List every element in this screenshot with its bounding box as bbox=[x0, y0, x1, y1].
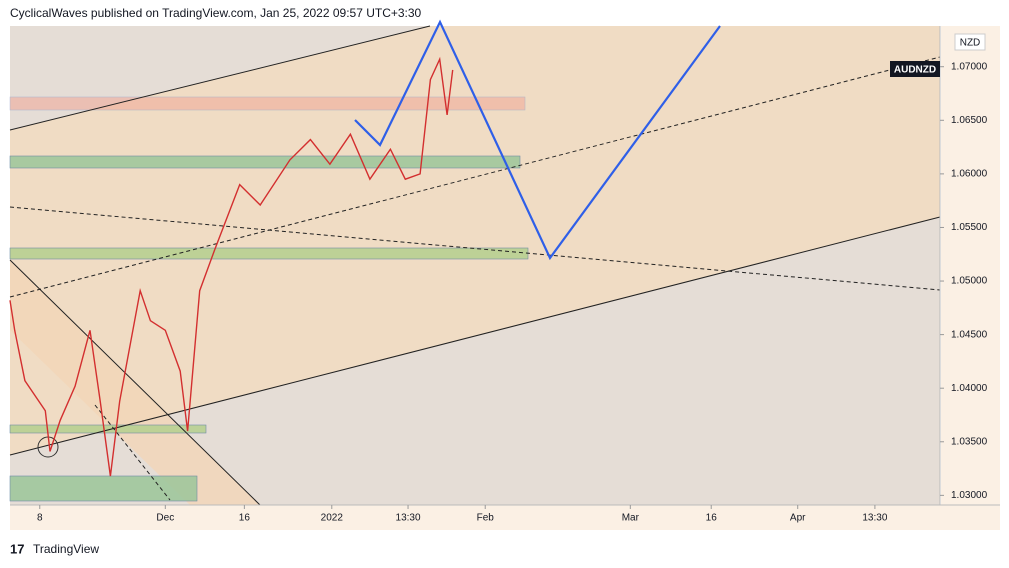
currency-box bbox=[954, 33, 986, 51]
x-tick-label: Dec bbox=[156, 513, 174, 524]
x-tick-label: 13:30 bbox=[862, 513, 887, 524]
dashed-line bbox=[9, 56, 941, 298]
y-tick-label: 1.05500 bbox=[951, 222, 988, 233]
y-tick-label: 1.06500 bbox=[951, 115, 988, 126]
price-axis bbox=[941, 26, 1000, 505]
resistance-zone bbox=[9, 96, 526, 111]
y-tick-label: 1.04500 bbox=[951, 329, 988, 340]
channel-zone bbox=[10, 26, 940, 455]
trend-line bbox=[9, 216, 941, 456]
logo-mark: 17 bbox=[10, 541, 24, 556]
x-tick-label: Mar bbox=[622, 513, 640, 524]
x-tick-label: Apr bbox=[790, 513, 806, 524]
footer: TradingView bbox=[33, 542, 99, 556]
y-tick-label: 1.06000 bbox=[951, 169, 988, 180]
x-tick-label: Feb bbox=[477, 513, 495, 524]
support-zone bbox=[9, 155, 521, 169]
symbol-label: AUDNZD bbox=[894, 65, 936, 76]
support-zone bbox=[9, 475, 198, 502]
support-zone bbox=[9, 247, 529, 260]
time-axis bbox=[10, 505, 1000, 530]
x-tick-label: 2022 bbox=[321, 513, 344, 524]
dashed-line bbox=[9, 206, 941, 291]
support-zone bbox=[9, 424, 207, 434]
projection-path bbox=[354, 19, 721, 261]
trend-line bbox=[9, 259, 261, 506]
x-tick-label: 8 bbox=[37, 513, 43, 524]
y-tick-label: 1.04000 bbox=[951, 383, 988, 394]
x-tick-label: 16 bbox=[706, 513, 718, 524]
price-line bbox=[9, 56, 454, 477]
currency: NZD bbox=[960, 38, 981, 49]
y-tick-label: 1.03000 bbox=[951, 490, 988, 501]
x-tick-label: 16 bbox=[239, 513, 251, 524]
trend-line bbox=[9, 25, 431, 131]
y-tick-label: 1.07000 bbox=[951, 61, 988, 72]
dashed-line bbox=[94, 404, 171, 501]
y-tick-label: 1.05000 bbox=[951, 276, 988, 287]
y-tick-label: 1.03500 bbox=[951, 436, 988, 447]
x-tick-label: 13:30 bbox=[396, 513, 421, 524]
symbol-box bbox=[890, 61, 940, 77]
header: CyclicalWaves published on TradingView.c… bbox=[10, 6, 422, 20]
